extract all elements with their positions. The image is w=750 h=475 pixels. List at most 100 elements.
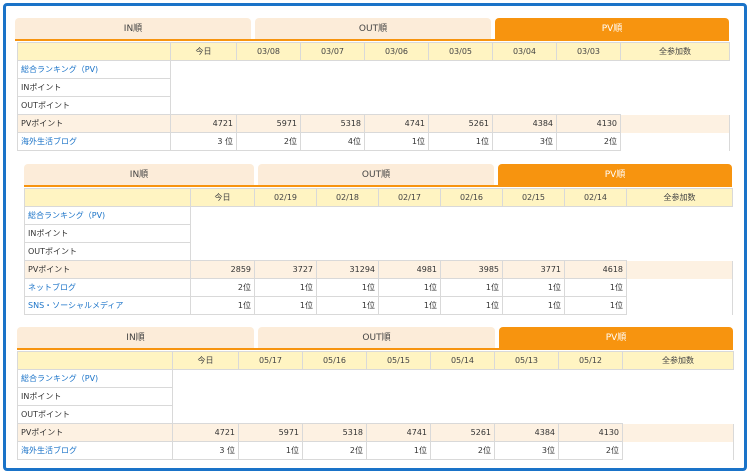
pv-value: 4721 [170, 114, 237, 133]
header-date: 02/14 [564, 188, 627, 207]
tab-pv-order[interactable]: PV順 [499, 327, 733, 349]
pv-value: 5318 [300, 114, 365, 133]
ranking-table: 今日 05/17 05/16 05/15 05/14 05/13 05/12 全… [17, 351, 734, 460]
tab-in-order[interactable]: IN順 [17, 327, 254, 349]
rank-value: 1位 [190, 296, 255, 315]
header-date: 03/03 [556, 42, 621, 61]
empty-cell [620, 114, 730, 133]
header-date: 05/15 [366, 351, 431, 370]
pv-value: 4384 [494, 423, 559, 442]
header-date: 03/04 [492, 42, 557, 61]
tab-out-order[interactable]: OUT順 [255, 18, 491, 40]
ranking-panel-1: IN順 OUT順 PV順 今日 03/08 03/07 03/06 03/05 … [15, 18, 730, 151]
row-label-category[interactable]: SNS・ソーシャルメディア [24, 296, 191, 315]
sort-tabs: IN順 OUT順 PV順 [24, 164, 732, 187]
row-label-out-points: OUTポイント [17, 405, 173, 424]
tab-underline [24, 185, 732, 187]
header-total: 全参加数 [622, 351, 734, 370]
rank-value: 2位 [556, 132, 621, 151]
header-blank [17, 351, 173, 370]
rank-value: 1位 [502, 278, 565, 297]
pv-value: 4130 [558, 423, 623, 442]
row-label-overall-ranking[interactable]: 総合ランキング（PV) [24, 206, 191, 225]
table-header-row: 今日 05/17 05/16 05/15 05/14 05/13 05/12 全… [17, 351, 734, 370]
empty-cell [170, 96, 730, 115]
pv-value: 5261 [428, 114, 493, 133]
tab-in-order[interactable]: IN順 [15, 18, 251, 40]
table-row: 総合ランキング（PV) [24, 206, 733, 225]
row-label-category[interactable]: 海外生活ブログ [17, 132, 171, 151]
rank-value: 3位 [494, 441, 559, 460]
header-blank [17, 42, 171, 61]
rank-value: 1位 [428, 132, 493, 151]
pv-value: 4384 [492, 114, 557, 133]
header-date: 05/16 [302, 351, 367, 370]
rank-value: 2位 [190, 278, 255, 297]
row-label-category[interactable]: ネットブログ [24, 278, 191, 297]
pv-value: 31294 [316, 260, 379, 279]
pv-value: 5971 [238, 423, 303, 442]
table-row-pv: PVポイント 4721 5971 5318 4741 5261 4384 413… [17, 423, 734, 442]
tab-pv-order[interactable]: PV順 [498, 164, 732, 186]
header-date: 02/18 [316, 188, 379, 207]
table-row-category: ネットブログ 2位 1位 1位 1位 1位 1位 1位 [24, 278, 733, 297]
ranking-panel-3: IN順 OUT順 PV順 今日 05/17 05/16 05/15 05/14 … [17, 327, 734, 460]
tab-underline [17, 348, 733, 350]
ranking-table: 今日 03/08 03/07 03/06 03/05 03/04 03/03 全… [17, 42, 730, 151]
rank-value: 1位 [440, 278, 503, 297]
header-date: 05/13 [494, 351, 559, 370]
tab-underline [15, 39, 729, 41]
tab-in-order[interactable]: IN順 [24, 164, 254, 186]
row-label-overall-ranking[interactable]: 総合ランキング（PV) [17, 369, 173, 388]
rank-value: 3 位 [172, 441, 239, 460]
empty-cell [622, 441, 734, 460]
table-row-pv: PVポイント 2859 3727 31294 4981 3985 3771 46… [24, 260, 733, 279]
rank-value: 1位 [254, 296, 317, 315]
header-date: 02/16 [440, 188, 503, 207]
header-date: 02/19 [254, 188, 317, 207]
empty-cell [626, 296, 733, 315]
empty-cell [170, 60, 730, 79]
pv-value: 5971 [236, 114, 301, 133]
header-today: 今日 [172, 351, 239, 370]
rank-value: 1位 [364, 132, 429, 151]
row-label-pv-points: PVポイント [17, 423, 173, 442]
rank-value: 1位 [366, 441, 431, 460]
tab-out-order[interactable]: OUT順 [258, 327, 495, 349]
header-total: 全参加数 [626, 188, 733, 207]
row-label-overall-ranking[interactable]: 総合ランキング（PV) [17, 60, 171, 79]
empty-cell [170, 78, 730, 97]
table-header-row: 今日 02/19 02/18 02/17 02/16 02/15 02/14 全… [24, 188, 733, 207]
tab-pv-order[interactable]: PV順 [495, 18, 729, 40]
rank-value: 3位 [492, 132, 557, 151]
pv-value: 3727 [254, 260, 317, 279]
pv-value: 4981 [378, 260, 441, 279]
rank-value: 2位 [558, 441, 623, 460]
table-row-category: 海外生活ブログ 3 位 1位 2位 1位 2位 3位 2位 [17, 441, 734, 460]
rank-value: 1位 [254, 278, 317, 297]
header-date: 02/17 [378, 188, 441, 207]
row-label-in-points: INポイント [17, 78, 171, 97]
rank-value: 1位 [316, 278, 379, 297]
header-date: 05/17 [238, 351, 303, 370]
empty-cell [172, 369, 734, 388]
empty-cell [626, 278, 733, 297]
empty-cell [172, 405, 734, 424]
rank-value: 1位 [378, 296, 441, 315]
row-label-out-points: OUTポイント [24, 242, 191, 261]
rank-value: 2位 [302, 441, 367, 460]
header-total: 全参加数 [620, 42, 730, 61]
rank-value: 3 位 [170, 132, 237, 151]
table-row: 総合ランキング（PV) [17, 369, 734, 388]
empty-cell [172, 387, 734, 406]
header-date: 03/07 [300, 42, 365, 61]
header-today: 今日 [170, 42, 237, 61]
rank-value: 2位 [236, 132, 301, 151]
table-row-category: 海外生活ブログ 3 位 2位 4位 1位 1位 3位 2位 [17, 132, 730, 151]
header-date: 03/06 [364, 42, 429, 61]
rank-value: 4位 [300, 132, 365, 151]
row-label-category[interactable]: 海外生活ブログ [17, 441, 173, 460]
tab-out-order[interactable]: OUT順 [258, 164, 494, 186]
sort-tabs: IN順 OUT順 PV順 [15, 18, 729, 41]
header-date: 03/08 [236, 42, 301, 61]
